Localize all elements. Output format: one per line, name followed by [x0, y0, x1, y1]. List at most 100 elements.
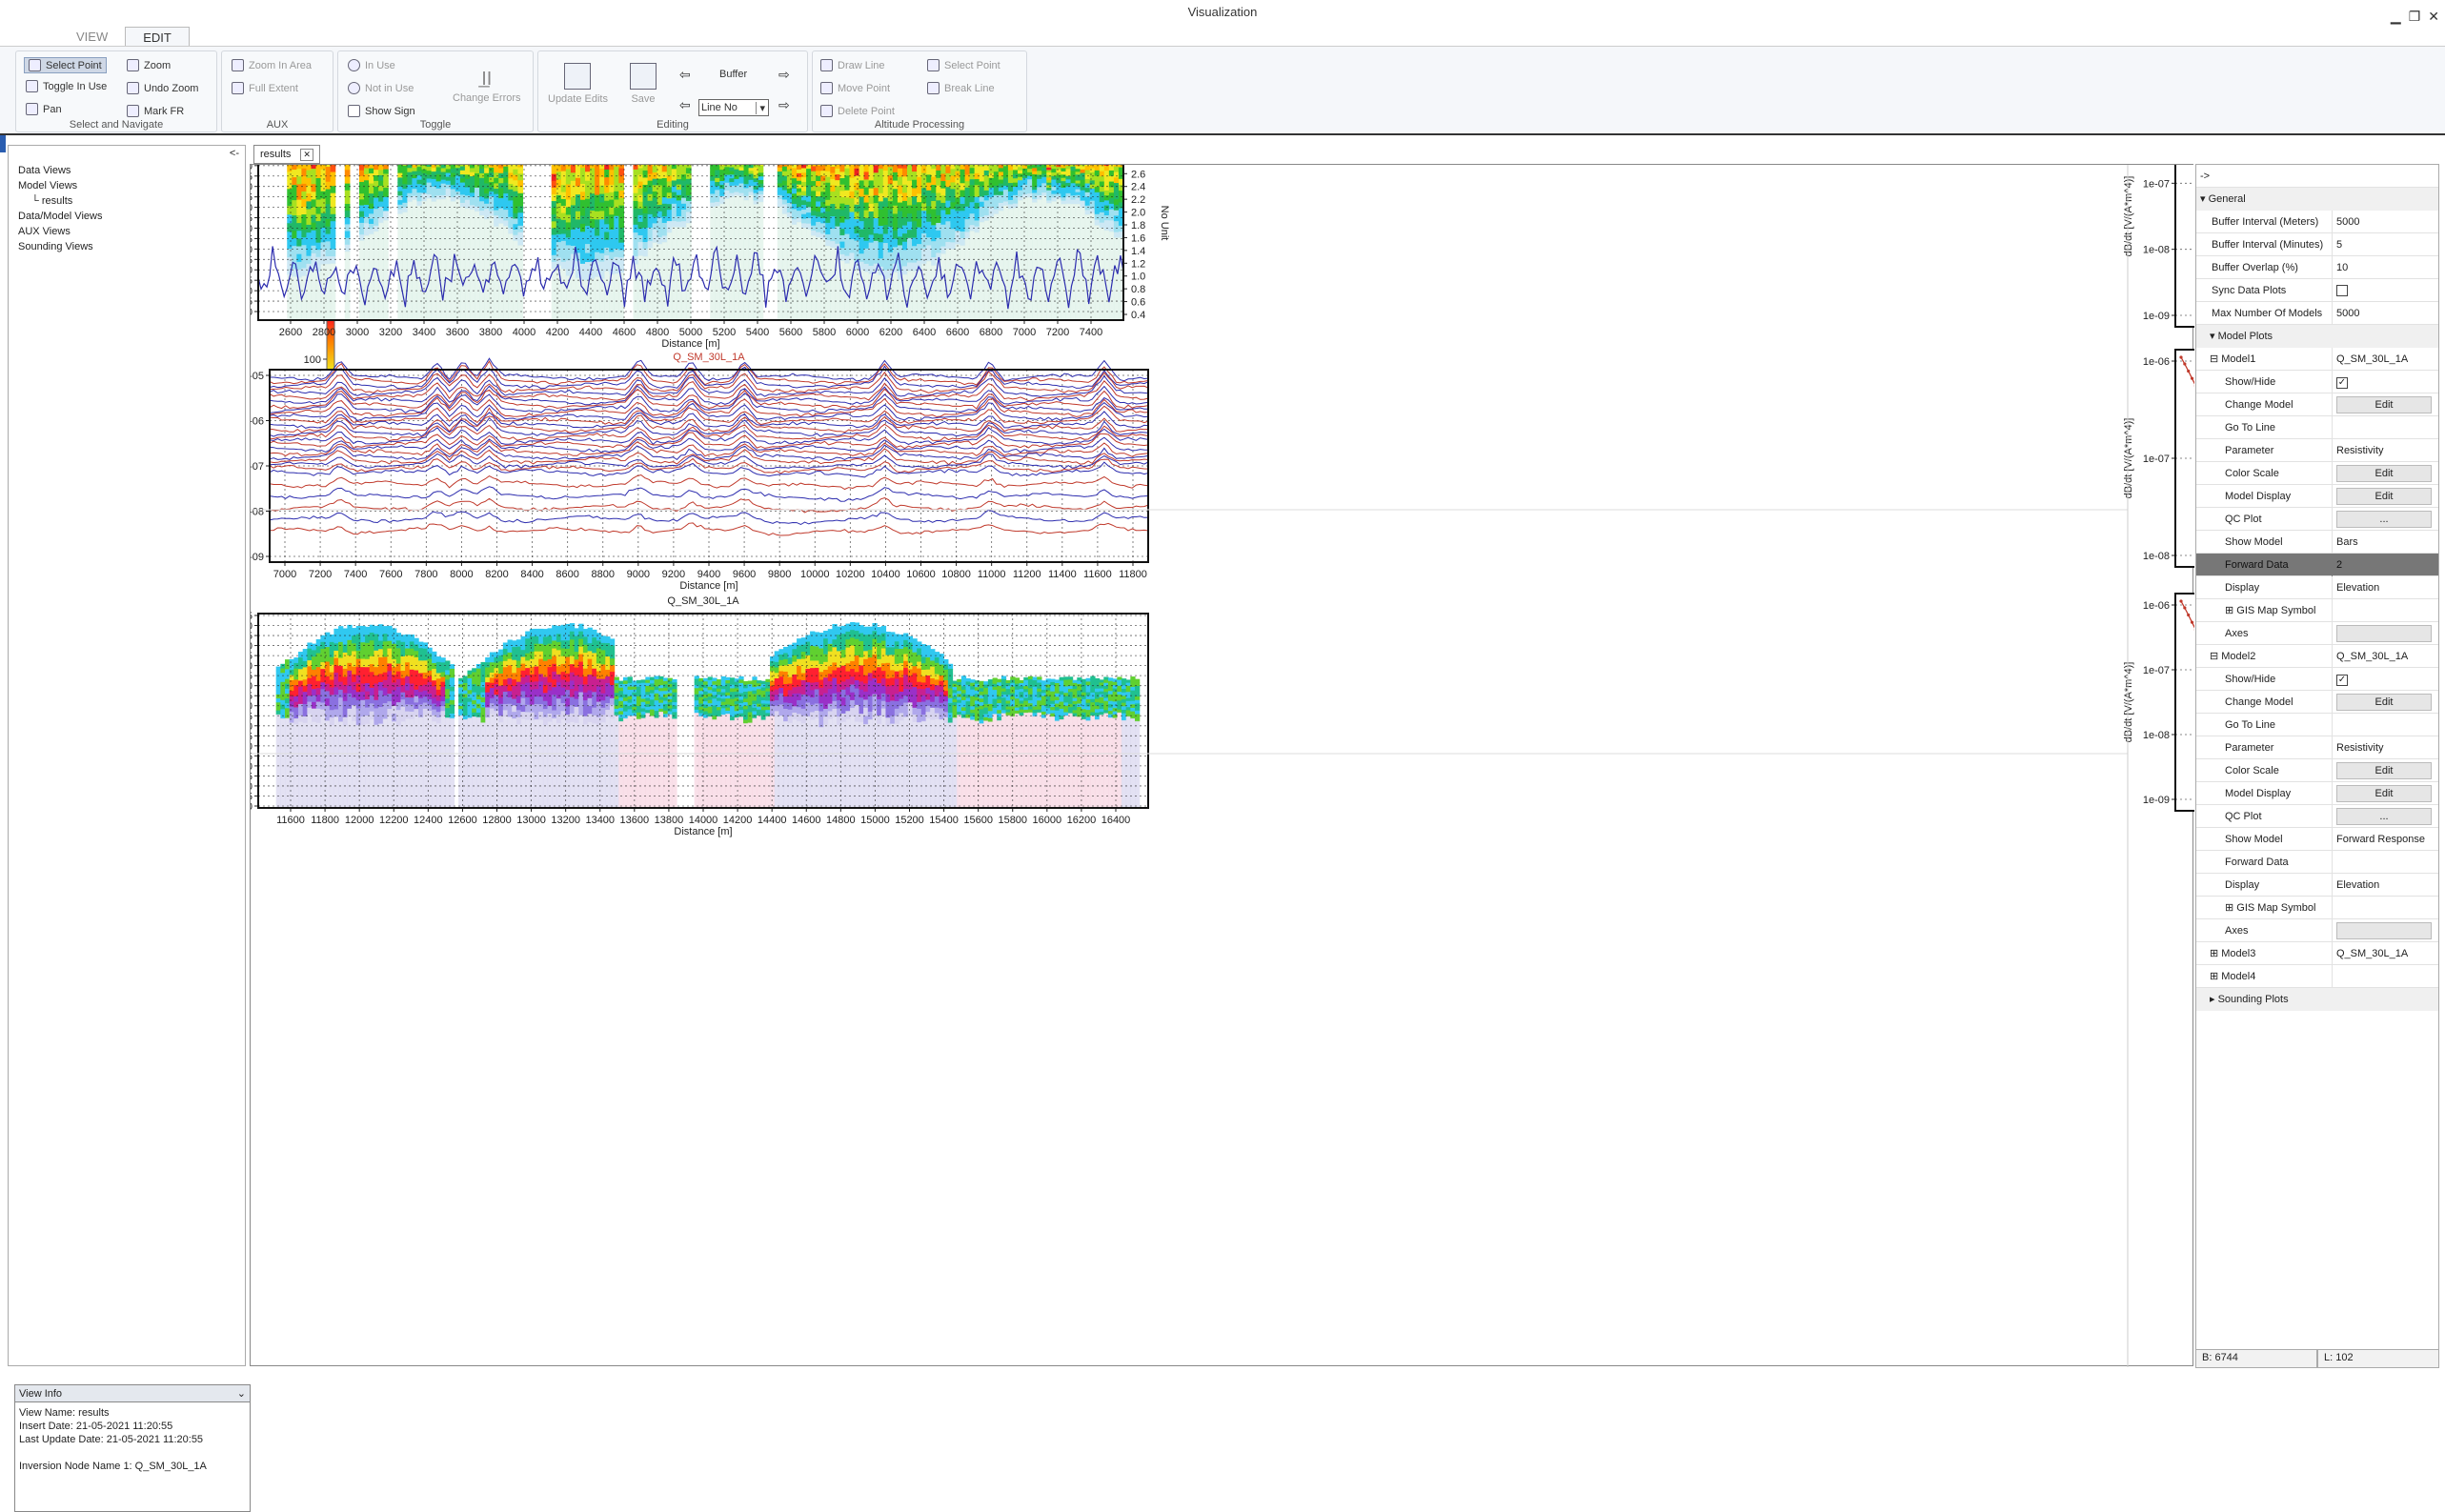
model-cell	[907, 254, 913, 263]
model-cell	[633, 225, 638, 233]
break-line-button[interactable]: Break Line	[927, 82, 995, 94]
delete-point-button[interactable]: Delete Point	[820, 105, 895, 117]
model-cell	[465, 179, 471, 184]
update-edits-button[interactable]: Update Edits	[548, 63, 608, 105]
zoom-in-area-button[interactable]: Zoom In Area	[232, 59, 312, 71]
model-cell	[575, 675, 579, 684]
model-cell	[926, 167, 932, 175]
chevron-down-icon[interactable]: ⌄	[237, 1385, 246, 1402]
model-cell	[325, 691, 330, 698]
model-cell	[844, 249, 850, 256]
model-cell	[864, 188, 870, 196]
model-cell	[312, 676, 316, 683]
model-cell	[801, 223, 807, 228]
toggle-in-use-button[interactable]: Toggle In Use	[26, 80, 107, 92]
tree-item[interactable]: AUX Views	[12, 224, 102, 239]
model-cell-faded	[1104, 231, 1110, 320]
line-no-value: Line No	[701, 102, 738, 113]
model-cell	[352, 628, 356, 636]
alt-select-point-button[interactable]: Select Point	[927, 59, 1000, 71]
model-cell	[365, 627, 370, 635]
next-buffer-button[interactable]: ⇨	[778, 67, 790, 83]
model-cell	[303, 679, 308, 686]
model-cell	[748, 719, 753, 723]
model-cell	[984, 195, 990, 201]
tree-item[interactable]: Model Views	[12, 178, 102, 193]
model-cell	[743, 698, 748, 702]
model-cell	[1037, 187, 1042, 192]
model-cell	[343, 653, 348, 661]
undo-zoom-button[interactable]: Undo Zoom	[127, 82, 198, 94]
model-cell	[312, 663, 316, 670]
document-tab-results[interactable]: results ✕	[253, 145, 320, 164]
prev-buffer-button[interactable]: ⇦	[679, 67, 691, 83]
model-cell	[885, 671, 890, 679]
model-cell	[312, 682, 316, 689]
model-cell	[903, 689, 908, 696]
select-point-button[interactable]: Select Point	[24, 57, 107, 73]
full-extent-button[interactable]: Full Extent	[232, 82, 298, 94]
main-plots-svg[interactable]: 1000100101Ohmm1000100101Ohmm260028003000…	[251, 165, 2194, 1367]
y2-tick-label: 2.2	[1131, 194, 1145, 206]
collapse-panel-button[interactable]: <-	[230, 148, 239, 159]
model-cell	[970, 219, 976, 226]
draw-line-button[interactable]: Draw Line	[820, 59, 885, 71]
model-cell	[801, 716, 806, 723]
model-cell	[338, 697, 343, 706]
model-cell	[738, 700, 743, 704]
restore-icon[interactable]: ❐	[2409, 4, 2421, 29]
model-cell	[460, 191, 466, 195]
model-cell	[825, 240, 831, 247]
not-in-use-button[interactable]: Not in Use	[348, 82, 414, 94]
model-cell	[948, 717, 953, 723]
show-sign-checkbox[interactable]: Show Sign	[348, 105, 415, 117]
pan-button[interactable]: Pan	[26, 103, 62, 115]
mark-fr-button[interactable]: Mark FR	[127, 105, 184, 117]
view-info-line: View Name: results	[19, 1406, 246, 1420]
model-cell-faded	[1027, 197, 1033, 320]
save-button[interactable]: Save	[630, 63, 657, 105]
model-cell	[999, 180, 1004, 185]
model-cell	[782, 209, 788, 214]
model-cell	[855, 705, 859, 714]
model-cell	[508, 178, 514, 184]
model-cell	[912, 687, 917, 695]
tree-item[interactable]: Sounding Views	[12, 239, 102, 254]
model-cell	[352, 643, 356, 652]
move-point-button[interactable]: Move Point	[820, 82, 890, 94]
view-info-header[interactable]: View Info⌄	[15, 1385, 250, 1402]
model-cell	[359, 199, 365, 206]
x-tick-label: 8800	[592, 569, 615, 580]
model-cell	[931, 209, 937, 217]
in-use-button[interactable]: In Use	[348, 59, 395, 71]
zoom-button[interactable]: Zoom	[127, 59, 171, 71]
model-cell	[338, 666, 343, 675]
tab-view[interactable]: VIEW	[59, 27, 125, 48]
model-cell	[662, 171, 668, 178]
tree-item[interactable]: Data/Model Views	[12, 209, 102, 224]
model-cell	[479, 183, 485, 188]
tree-item[interactable]: Data Views	[12, 163, 102, 178]
prev-line-button[interactable]: ⇦	[679, 97, 691, 113]
model-cell-faded	[352, 720, 356, 808]
model-cell	[479, 196, 485, 201]
model-cell	[588, 691, 593, 699]
next-line-button[interactable]: ⇨	[778, 97, 790, 113]
model-cell	[1008, 174, 1014, 179]
model-cell	[356, 692, 361, 700]
line-no-select[interactable]: Line No▾	[698, 99, 769, 116]
model-cell	[801, 177, 807, 182]
model-cell	[618, 691, 623, 695]
view-info-line	[19, 1446, 246, 1460]
tree-item[interactable]: └ results	[12, 193, 102, 209]
model-cell	[869, 234, 875, 243]
model-cell	[950, 229, 956, 236]
model-cell	[321, 176, 327, 184]
close-tab-icon[interactable]: ✕	[300, 149, 313, 161]
model-cell	[609, 177, 615, 185]
tab-edit[interactable]: EDIT	[125, 27, 190, 48]
close-icon[interactable]: ✕	[2428, 4, 2439, 29]
model-cell	[940, 675, 944, 681]
minimize-icon[interactable]: ▁	[2391, 4, 2401, 29]
